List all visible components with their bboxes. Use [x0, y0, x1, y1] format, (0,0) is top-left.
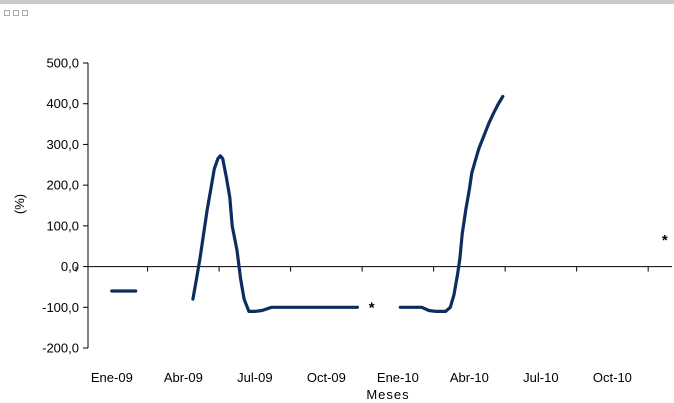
- y-tick-label: 500,0: [46, 56, 79, 71]
- x-tick-label: Oct-09: [307, 370, 346, 385]
- series-lines: [110, 94, 505, 313]
- x-tick-label: Ene-10: [377, 370, 419, 385]
- y-tick-label: 200,0: [46, 178, 79, 193]
- y-axis-ticks: -200,0 -100,0 0,0 100,0 200,0 300,0 400,0 500,0: [42, 56, 88, 356]
- window-dot-icon: [13, 10, 19, 16]
- series-line: [398, 94, 505, 313]
- series-line: [191, 154, 359, 313]
- window-dot-icon: [4, 10, 10, 16]
- x-tick-label: Abr-09: [164, 370, 203, 385]
- annotation-asterisk: *: [662, 232, 668, 249]
- x-axis-ticks: Ene-09 Abr-09 Jul-09 Oct-09 Ene-10 Abr-10 Jul-…: [75, 266, 649, 385]
- window-dot-icon: [22, 10, 28, 16]
- y-tick-label: 100,0: [46, 218, 79, 233]
- y-tick-label: 0,0: [61, 259, 79, 274]
- window-dots: [4, 10, 28, 16]
- annotations: **: [369, 232, 668, 316]
- x-axis-label: Meses: [366, 387, 409, 402]
- y-axis-label: (%): [12, 194, 27, 214]
- y-tick-label: 300,0: [46, 137, 79, 152]
- x-tick-label: Jul-10: [523, 370, 558, 385]
- x-tick-label: Oct-10: [593, 370, 632, 385]
- top-border-bar: [0, 0, 674, 4]
- x-tick-label: Ene-09: [91, 370, 133, 385]
- y-tick-label: 400,0: [46, 96, 79, 111]
- x-tick-label: Jul-09: [237, 370, 272, 385]
- axes: [87, 63, 672, 348]
- annotation-asterisk: *: [369, 299, 375, 316]
- y-tick-label: -100,0: [42, 300, 79, 315]
- y-tick-label: -200,0: [42, 341, 79, 356]
- x-tick-label: Abr-10: [450, 370, 489, 385]
